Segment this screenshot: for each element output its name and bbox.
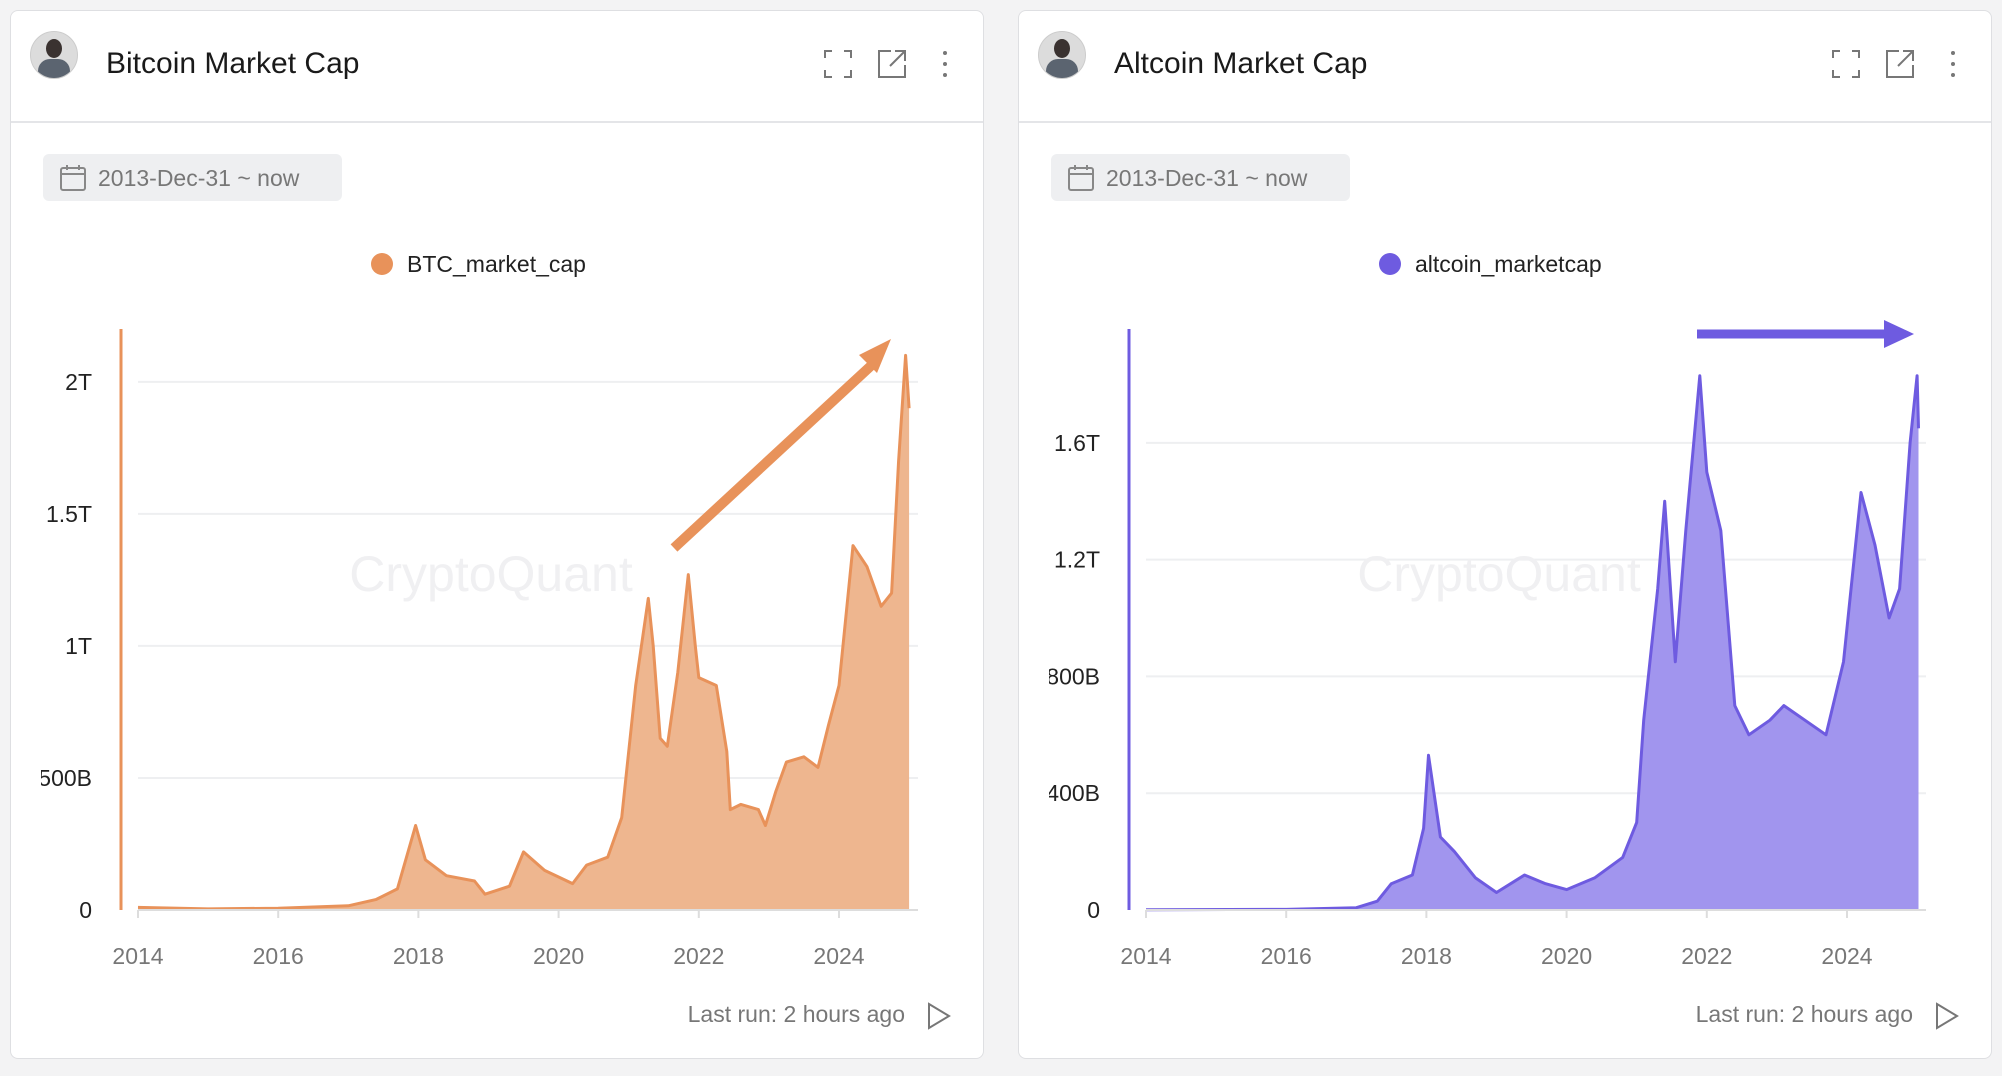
last-run-label: Last run: 2 hours ago: [1695, 1001, 1913, 1027]
fullscreen-icon[interactable]: [823, 49, 853, 79]
legend-dot: [1379, 253, 1401, 275]
x-tick-label: 2022: [1681, 943, 1732, 969]
x-tick-label: 2018: [1401, 943, 1452, 969]
y-tick-label: 400B: [1046, 780, 1100, 806]
legend-label: altcoin_marketcap: [1415, 251, 1602, 277]
watermark: CryptoQuant: [1357, 546, 1641, 602]
y-tick-label: 500B: [38, 765, 92, 791]
x-tick-label: 2020: [533, 943, 584, 969]
date-range-picker[interactable]: 2013-Dec-31 ~ now: [43, 154, 342, 201]
x-tick-label: 2016: [253, 943, 304, 969]
card-title: Altcoin Market Cap: [1114, 47, 1368, 80]
external-link-icon[interactable]: [877, 49, 907, 79]
x-tick-label: 2018: [393, 943, 444, 969]
calendar-icon: [1068, 165, 1094, 191]
altcoin-market-cap-card: Altcoin Market Cap 2013-Dec-31 ~ now alt…: [1018, 10, 1992, 1059]
last-run-label: Last run: 2 hours ago: [687, 1001, 905, 1027]
x-tick-label: 2016: [1261, 943, 1312, 969]
y-tick-label: 1.5T: [46, 501, 92, 527]
more-vertical-icon[interactable]: [1938, 49, 1968, 79]
x-tick-label: 2014: [1120, 943, 1171, 969]
series-area: [138, 355, 910, 910]
x-tick-label: 2020: [1541, 943, 1592, 969]
avatar: [30, 31, 78, 79]
chart-area: 0 500B 1T 1.5T 2T CryptoQuant 2014 2016 2018 2020…: [11, 311, 918, 969]
y-tick-label: 1T: [65, 633, 92, 659]
x-tick-label: 2014: [112, 943, 163, 969]
more-vertical-icon[interactable]: [930, 49, 960, 79]
trend-arrow: [670, 359, 878, 552]
series-area: [1146, 375, 1919, 910]
date-range-label: 2013-Dec-31 ~ now: [1106, 165, 1308, 191]
card-header: Altcoin Market Cap: [1019, 11, 1991, 123]
watermark: CryptoQuant: [349, 546, 633, 602]
play-icon[interactable]: [1933, 1001, 1961, 1031]
legend-item[interactable]: BTC_market_cap: [371, 251, 586, 278]
avatar: [1038, 31, 1086, 79]
label-clip: [1019, 311, 1049, 911]
calendar-icon: [60, 165, 86, 191]
y-tick-label: 0: [79, 897, 92, 923]
y-tick-label: 1.2T: [1054, 547, 1100, 573]
trend-arrow-head: [1884, 320, 1914, 348]
play-icon[interactable]: [925, 1001, 953, 1031]
date-range-label: 2013-Dec-31 ~ now: [98, 165, 300, 191]
date-range-picker[interactable]: 2013-Dec-31 ~ now: [1051, 154, 1350, 201]
y-tick-label: 800B: [1046, 663, 1100, 689]
legend-dot: [371, 253, 393, 275]
series-line: [1145, 374, 1920, 912]
y-tick-label: 1.6T: [1054, 430, 1100, 456]
y-tick-label: 0: [1087, 897, 1100, 923]
trend-arrow-head: [859, 339, 891, 373]
x-tick-label: 2022: [673, 943, 724, 969]
x-tick-label: 2024: [1821, 943, 1872, 969]
legend-label: BTC_market_cap: [407, 251, 586, 277]
card-header: Bitcoin Market Cap: [11, 11, 983, 123]
external-link-icon[interactable]: [1885, 49, 1915, 79]
legend-item[interactable]: altcoin_marketcap: [1379, 251, 1602, 278]
label-clip: [11, 311, 41, 911]
bitcoin-market-cap-card: Bitcoin Market Cap 2013-Dec-31 ~ now BTC…: [10, 10, 984, 1059]
x-tick-label: 2024: [813, 943, 864, 969]
fullscreen-icon[interactable]: [1831, 49, 1861, 79]
y-tick-label: 2T: [65, 369, 92, 395]
card-title: Bitcoin Market Cap: [106, 47, 360, 80]
chart-area: 0 400B 800B 1.2T 1.6T CryptoQuant 2014 2016 2018…: [1019, 311, 1926, 969]
